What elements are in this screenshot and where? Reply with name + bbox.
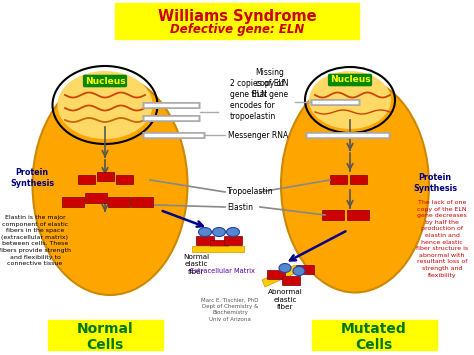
Bar: [282, 276, 300, 285]
Text: Missing
copy of
ELN gene: Missing copy of ELN gene: [252, 68, 288, 99]
Text: Elastin: Elastin: [227, 202, 253, 212]
Text: 2 copies of ELN
gene that
encodes for
tropoelastin: 2 copies of ELN gene that encodes for tr…: [230, 79, 289, 121]
Bar: [330, 175, 347, 184]
Bar: [347, 210, 369, 220]
Text: Normal
Cells: Normal Cells: [77, 322, 133, 352]
Ellipse shape: [199, 228, 211, 236]
Text: Messenger RNA: Messenger RNA: [228, 131, 288, 140]
Text: Nucleus: Nucleus: [85, 76, 125, 86]
Ellipse shape: [279, 263, 291, 273]
Bar: [192, 246, 244, 252]
Text: Abnormal
elastic
fiber: Abnormal elastic fiber: [268, 289, 302, 310]
FancyBboxPatch shape: [312, 320, 437, 350]
Text: Protein
Synthesis: Protein Synthesis: [10, 168, 54, 188]
Bar: [131, 197, 153, 207]
FancyBboxPatch shape: [48, 320, 163, 350]
Text: Defective gene: ELN: Defective gene: ELN: [170, 23, 304, 37]
Ellipse shape: [227, 228, 239, 236]
Bar: [97, 172, 114, 181]
FancyBboxPatch shape: [115, 3, 359, 39]
Bar: [108, 197, 130, 207]
Text: Marc E. Tischler, PhD
Dept of Chemistry &
Biochemistry
Univ of Arizona: Marc E. Tischler, PhD Dept of Chemistry …: [201, 298, 259, 322]
Bar: [62, 197, 84, 207]
Ellipse shape: [33, 75, 188, 295]
Bar: [210, 240, 228, 249]
Polygon shape: [262, 265, 298, 287]
Text: Williams Syndrome: Williams Syndrome: [158, 9, 316, 23]
Bar: [296, 265, 314, 274]
Text: Extracellular Matrix: Extracellular Matrix: [190, 268, 255, 274]
Bar: [350, 175, 367, 184]
Ellipse shape: [281, 77, 429, 293]
Ellipse shape: [212, 228, 226, 236]
Ellipse shape: [57, 71, 153, 139]
Text: Protein
Synthesis: Protein Synthesis: [413, 173, 457, 193]
Text: Elastin is the major
component of elastic
fibers in the space
(extracellular mat: Elastin is the major component of elasti…: [0, 215, 71, 266]
Bar: [224, 236, 242, 245]
Bar: [267, 270, 285, 279]
Ellipse shape: [293, 267, 305, 275]
Text: Nucleus: Nucleus: [330, 76, 370, 84]
Text: Tropoelastin: Tropoelastin: [227, 187, 273, 197]
Bar: [78, 175, 95, 184]
Text: Mutated
Cells: Mutated Cells: [341, 322, 407, 352]
Text: The lack of one
copy of the ELN
gene decreases
by half the
production of
elastin: The lack of one copy of the ELN gene dec…: [416, 200, 468, 278]
Bar: [196, 236, 214, 245]
Bar: [116, 175, 133, 184]
Ellipse shape: [309, 71, 391, 129]
Bar: [322, 210, 344, 220]
Text: Normal
elastic
fiber: Normal elastic fiber: [183, 254, 209, 275]
Bar: [85, 193, 107, 203]
